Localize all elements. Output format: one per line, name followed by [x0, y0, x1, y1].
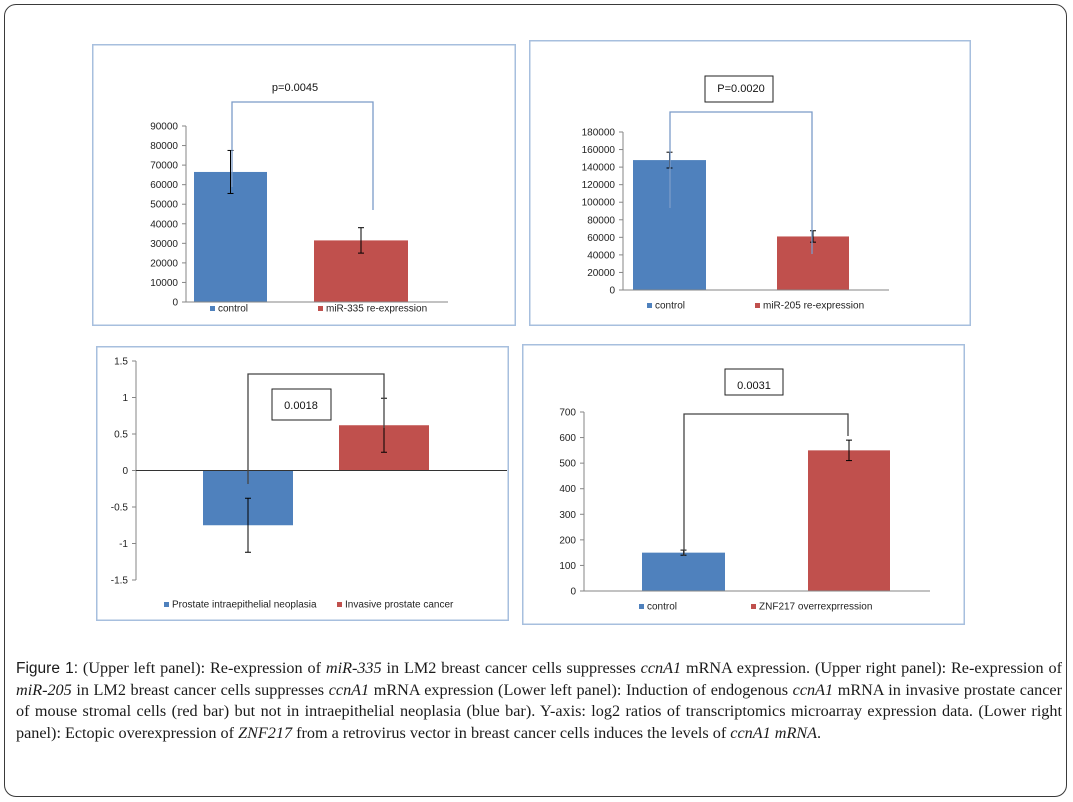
y-tick-label: 0: [570, 587, 576, 598]
y-tick-label: -1.5: [111, 576, 129, 587]
p-value-box: [704, 75, 774, 103]
y-tick-label: 1.5: [114, 357, 128, 368]
chart-lower-right: 0 100 200 300 400 500 600 700 0.0031 control ZNF21…: [522, 344, 965, 625]
y-tick-label: 100000: [582, 198, 616, 209]
legend-swatch: [210, 306, 215, 311]
chart-upper-left: 0 10000 20000 30000 40000 50000 60000 70000 8000…: [92, 44, 516, 326]
legend-swatch: [337, 602, 342, 607]
caption-text: (Upper left panel): Re-expression of: [78, 659, 326, 677]
y-tick-label: 140000: [582, 163, 616, 174]
caption-gene-name: ccnA1: [792, 680, 834, 699]
chart-svg: -1.5 -1 -0.5 0 0.5 1 1.5 0.0018 Prostate intraep…: [96, 346, 509, 621]
p-value-label: 0.0031: [737, 380, 771, 392]
y-tick-label: 400: [559, 484, 576, 495]
bar-blue: [642, 552, 725, 591]
caption-gene-name: ccnA1: [640, 659, 682, 677]
y-tick-label: 1: [122, 393, 128, 404]
chart-lower-left: -1.5 -1 -0.5 0 0.5 1 1.5 0.0018 Prostate intraep…: [96, 346, 509, 621]
y-tick-label: 200: [559, 535, 576, 546]
caption-gene-name: ccnA1: [328, 680, 370, 699]
y-tick-label: 20000: [587, 268, 615, 279]
figure-caption: Figure 1: (Upper left panel): Re-express…: [16, 658, 1062, 744]
caption-text: in LM2 breast cancer cells suppresses: [71, 680, 329, 699]
bar-red: [777, 236, 849, 290]
y-tick-label: 0: [172, 298, 178, 309]
y-tick-label: 10000: [150, 278, 178, 289]
y-tick-label: 100: [559, 561, 576, 572]
y-tick-label: 0: [122, 466, 128, 477]
caption-gene-name: ZNF217: [238, 723, 293, 742]
y-tick-label: 40000: [150, 219, 178, 230]
caption-text: mRNA in invasive prostate cancer of mous…: [16, 680, 1062, 742]
chart-upper-right: 0 20000 40000 60000 80000 100000 120000 140000 1…: [529, 40, 971, 326]
chart-svg: 0 100 200 300 400 500 600 700 0.0031 control ZNF21…: [522, 344, 965, 625]
y-tick-label: 70000: [150, 161, 178, 172]
chart-frame: [522, 344, 965, 625]
y-tick-label: 50000: [150, 200, 178, 211]
y-tick-label: 90000: [150, 122, 178, 133]
chart-frame: [92, 44, 516, 326]
y-tick-label: 500: [559, 459, 576, 470]
legend-label: ZNF217 overrexprression: [759, 602, 872, 613]
p-value-label: p=0.0045: [272, 82, 318, 94]
legend-label: control: [218, 304, 248, 315]
p-value-label: 0.0018: [284, 400, 318, 412]
caption-gene-name: miR-205: [16, 680, 72, 699]
y-tick-label: 40000: [587, 250, 615, 261]
legend-swatch: [751, 604, 756, 609]
y-tick-label: 180000: [582, 128, 616, 139]
legend-label: Invasive prostate cancer: [345, 600, 454, 611]
bar-red: [808, 450, 890, 591]
chart-svg: 0 20000 40000 60000 80000 100000 120000 140000 1…: [529, 40, 971, 326]
legend-label: miR-205 re-expression: [763, 301, 864, 312]
y-tick-label: 0.5: [114, 430, 128, 441]
legend-swatch: [755, 303, 760, 308]
caption-text: from a retrovirus vector in breast cance…: [292, 723, 731, 742]
caption-text: .: [817, 723, 822, 742]
caption-gene-name: miR-335: [325, 659, 382, 677]
significance-bracket: [231, 101, 374, 210]
y-tick-label: 160000: [582, 145, 616, 156]
y-tick-label: -1: [119, 539, 128, 550]
significance-bracket: [683, 413, 849, 556]
caption-body: (Upper left panel): Re-expression of miR…: [16, 659, 1062, 742]
legend-label: Prostate intraepithelial neoplasia: [172, 600, 317, 611]
y-tick-label: 80000: [587, 215, 615, 226]
significance-bracket: [669, 111, 813, 254]
caption-text: mRNA expression (Lower left panel): Indu…: [369, 680, 793, 699]
caption-text: in LM2 breast cancer cells suppresses: [381, 659, 641, 677]
legend-swatch: [164, 602, 169, 607]
caption-label: Figure 1:: [16, 660, 79, 677]
legend-label: control: [647, 602, 677, 613]
significance-bracket: [247, 373, 385, 484]
p-value-label: P=0.0020: [717, 83, 764, 95]
y-tick-label: 600: [559, 433, 576, 444]
caption-text: mRNA expression. (Upper right panel): Re…: [681, 659, 1062, 677]
caption-gene-name: ccnA1 mRNA: [730, 723, 818, 742]
legend-label: control: [655, 301, 685, 312]
figure-frame: [4, 4, 1067, 797]
y-tick-label: 120000: [582, 180, 616, 191]
legend-swatch: [639, 604, 644, 609]
legend-swatch: [318, 306, 323, 311]
y-tick-label: 30000: [150, 239, 178, 250]
legend-swatch: [647, 303, 652, 308]
y-tick-label: 300: [559, 510, 576, 521]
y-tick-label: 0: [609, 286, 615, 297]
y-tick-label: 700: [559, 408, 576, 419]
y-tick-label: 20000: [150, 258, 178, 269]
y-tick-label: -0.5: [111, 503, 129, 514]
legend-label: miR-335 re-expression: [326, 304, 427, 315]
y-tick-label: 80000: [150, 141, 178, 152]
chart-svg: 0 10000 20000 30000 40000 50000 60000 70000 8000…: [92, 44, 516, 326]
y-tick-label: 60000: [587, 233, 615, 244]
y-tick-label: 60000: [150, 180, 178, 191]
p-value-box: [271, 388, 332, 421]
chart-frame: [96, 346, 509, 621]
chart-frame: [529, 40, 971, 326]
p-value-box: [724, 368, 784, 396]
